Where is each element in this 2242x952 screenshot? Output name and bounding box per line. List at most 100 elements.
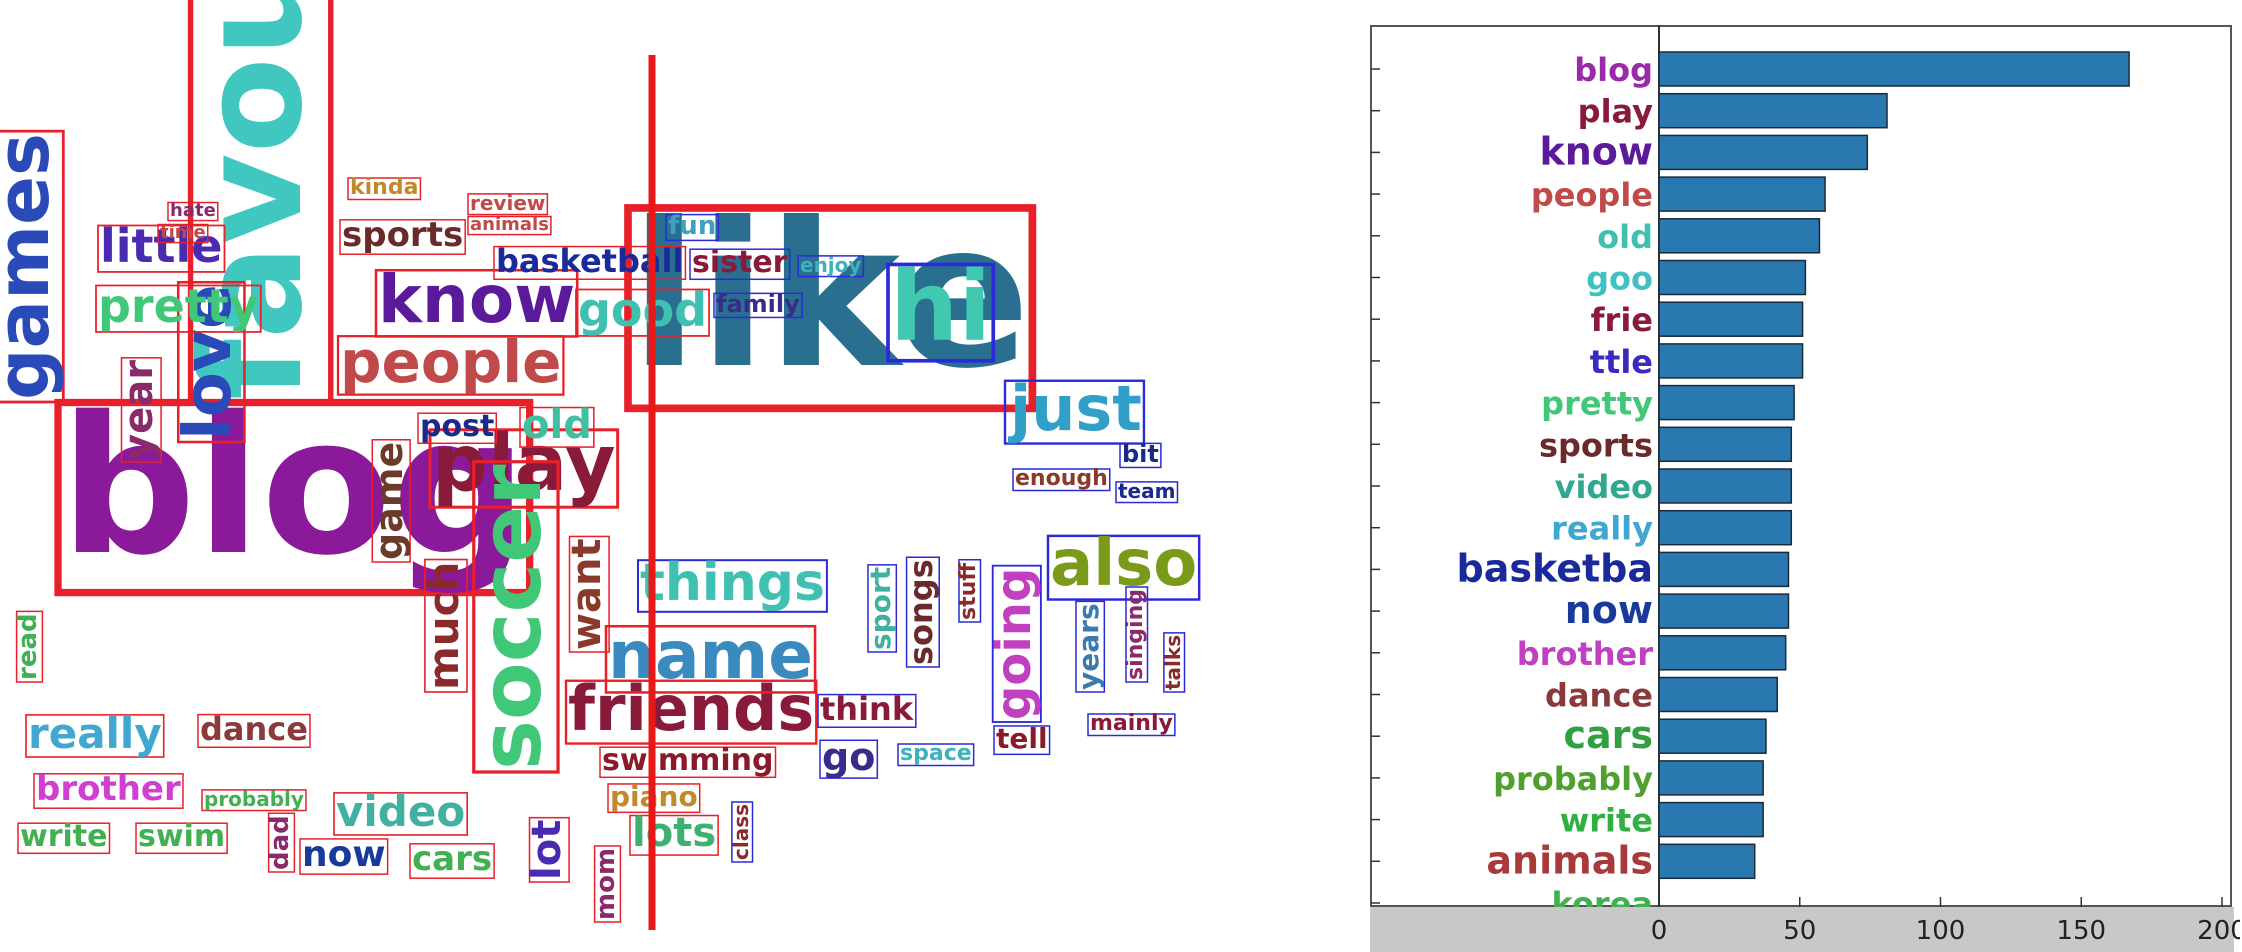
bar-sports: [1658, 426, 1793, 463]
cloud-word-box: [689, 248, 791, 281]
cloud-word-box: [629, 814, 719, 856]
cloud-word-box: [713, 292, 803, 319]
cloud-word-text: space: [900, 741, 972, 766]
cloud-word-box: [472, 460, 560, 774]
cloud-word-text: name: [608, 617, 813, 694]
cloud-word-games: games: [0, 129, 65, 404]
cloud-word-text: talks: [1161, 635, 1185, 690]
cloud-word-text: fun: [668, 211, 716, 241]
bar-old: [1658, 218, 1821, 254]
cloud-word-text: lots: [632, 810, 716, 856]
bar-label-really: really: [1551, 510, 1653, 548]
cloud-word-box: [564, 679, 818, 745]
cloud-word-sister: sister: [689, 245, 791, 281]
bar-label-blog: blog: [1574, 51, 1653, 89]
cloud-word-box: [371, 439, 411, 563]
cloud-word-text: sport: [864, 567, 897, 650]
cloud-word-box: [575, 288, 710, 337]
cloud-word-box: [886, 262, 996, 363]
cloud-word-text: dance: [200, 710, 308, 748]
cloud-word-box: [1075, 600, 1106, 693]
cloud-word-mainly: mainly: [1087, 711, 1176, 737]
cloud-word-box: [958, 558, 982, 623]
bar-label-play: play: [1578, 93, 1653, 131]
cloud-word-bit: bit: [1119, 440, 1162, 469]
cloud-word-cars: cars: [409, 839, 495, 879]
cloud-word-box: [1119, 442, 1162, 469]
bar-probably: [1658, 760, 1764, 796]
cloud-word-box: [120, 357, 162, 463]
cloud-word-text: much: [419, 562, 468, 690]
cloud-word-dance: dance: [197, 710, 311, 748]
cloud-word-text: mainly: [1090, 711, 1173, 736]
cloud-word-text: dad: [265, 815, 295, 870]
bar-know: [1658, 134, 1869, 171]
cloud-word-box: [991, 564, 1042, 723]
bar-dance: [1658, 676, 1778, 713]
cloud-word-class: class: [729, 801, 754, 863]
bar-blog: [1658, 51, 2130, 87]
cloud-word-text: enjoy: [800, 253, 861, 277]
bar-label-now: now: [1565, 588, 1653, 632]
cloud-word-text: write: [20, 819, 107, 854]
cloud-word-just: just: [1003, 372, 1146, 445]
cloud-word-box: [1125, 586, 1149, 683]
cloud-word-years: years: [1072, 600, 1106, 693]
bar-label-pretty: pretty: [1541, 385, 1653, 423]
cloud-word-fun: fun: [665, 211, 720, 242]
bar-label-frie: frie: [1591, 301, 1653, 339]
bar-animals: [1658, 843, 1756, 880]
cloud-word-hate: hate: [167, 200, 219, 222]
cloud-word-love: love: [169, 280, 246, 444]
cloud-word-like: like: [624, 180, 1037, 413]
bar-label-cars: cars: [1563, 713, 1653, 757]
cloud-word-box: [339, 219, 466, 255]
cloud-word-box: [993, 725, 1051, 756]
cloud-word-mom: mom: [591, 845, 622, 923]
cloud-word-text: brother: [36, 769, 181, 809]
cloud-word-play: play: [428, 419, 620, 509]
cloud-word-video: video: [333, 787, 468, 836]
cloud-word-text: people: [340, 328, 561, 396]
cloud-word-box: [1003, 379, 1146, 445]
bar-pretty: [1658, 384, 1795, 421]
cloud-word-pretty: pretty: [95, 279, 262, 333]
cloud-word-year: year: [116, 357, 162, 463]
cloud-word-sport: sport: [864, 564, 898, 653]
bar-label-sports: sports: [1539, 426, 1653, 464]
cloud-word-animals: animals: [467, 214, 552, 236]
cloud-word-text: kinda: [350, 175, 418, 200]
cloud-word-text: swimming: [602, 743, 774, 778]
cloud-word-text: lot: [524, 820, 570, 880]
cloud-word-box: [428, 428, 620, 509]
bar-cars: [1658, 718, 1767, 754]
cloud-word-box: [167, 201, 219, 222]
cloud-word-text: time: [160, 222, 206, 243]
cloud-word-text: game: [367, 442, 411, 560]
cloud-word-box: [1087, 713, 1176, 737]
cloud-word-hi: hi: [886, 251, 996, 363]
bar-label-basketba: basketba: [1457, 546, 1654, 590]
cloud-word-box: [336, 335, 565, 396]
cloud-word-lots: lots: [629, 810, 719, 856]
cloud-word-text: good: [578, 283, 707, 337]
cloud-word-swimming: swimming: [599, 743, 777, 779]
cloud-word-box: [135, 822, 228, 855]
cloud-word-box: [819, 739, 879, 779]
cloud-word-box: [97, 224, 226, 273]
cloud-word-text: cars: [412, 839, 492, 879]
cloud-word-probably: probably: [201, 787, 307, 812]
bar-people: [1658, 176, 1826, 212]
cloud-word-text: probably: [204, 787, 304, 811]
cloud-word-good: good: [575, 283, 710, 337]
cloud-word-box: [17, 822, 111, 855]
cloud-word-text: video: [336, 787, 465, 836]
cloud-word-text: team: [1118, 479, 1175, 503]
cloud-word-people: people: [336, 328, 565, 396]
bar-brother: [1658, 635, 1787, 671]
cloud-word-text: animals: [470, 214, 549, 235]
bar-label-write: write: [1560, 802, 1653, 840]
cloud-word-box: [905, 556, 940, 668]
cloud-word-much: much: [419, 558, 468, 693]
